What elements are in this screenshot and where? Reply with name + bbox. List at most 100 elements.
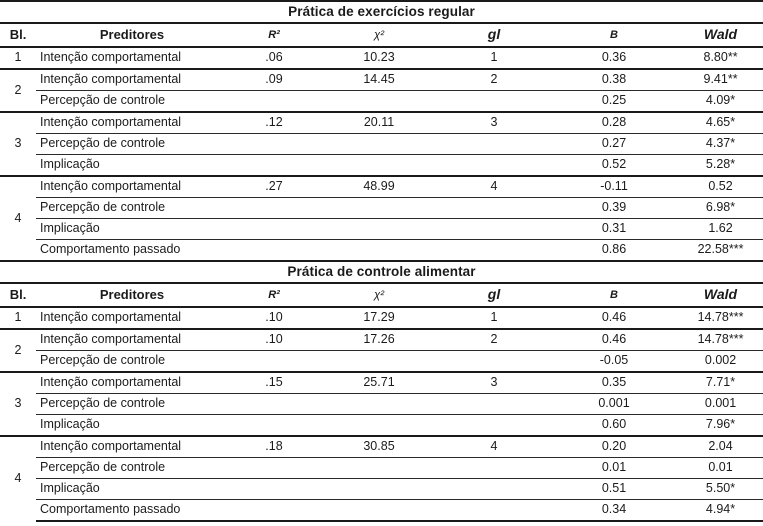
table-row: 1 Intenção comportamental .10 17.29 1 0.46 14.… xyxy=(0,306,763,329)
col-header-b: B xyxy=(550,23,678,48)
r2-cell xyxy=(228,457,320,479)
wald-cell: 1.62 xyxy=(678,218,763,240)
r2-cell: .18 xyxy=(228,435,320,458)
predictor-cell: Implicação xyxy=(36,414,228,436)
section-title: Prática de exercícios regular xyxy=(0,0,763,24)
predictor-cell: Intenção comportamental xyxy=(36,68,228,91)
b-cell: 0.60 xyxy=(550,414,678,436)
r2-cell: .10 xyxy=(228,306,320,329)
b-cell: 0.01 xyxy=(550,457,678,479)
table-row: Comportamento passado 0.34 4.94* xyxy=(0,499,763,522)
col-header-chi2: χ² xyxy=(320,283,438,308)
table-row: Implicação 0.60 7.96* xyxy=(0,414,763,436)
wald-cell: 4.37* xyxy=(678,133,763,155)
predictor-cell: Intenção comportamental xyxy=(36,46,228,69)
col-header-wald: Wald xyxy=(678,23,763,48)
wald-cell: 4.65* xyxy=(678,111,763,134)
table-row: Implicação 0.31 1.62 xyxy=(0,218,763,240)
b-cell: 0.39 xyxy=(550,197,678,219)
wald-cell: 4.94* xyxy=(678,499,763,522)
wald-cell: 0.01 xyxy=(678,457,763,479)
gl-cell: 3 xyxy=(438,371,550,394)
wald-cell: 0.52 xyxy=(678,175,763,198)
gl-cell xyxy=(438,154,550,176)
bl-cell: 2 xyxy=(0,68,36,112)
column-header-row: Bl. Preditores R² χ² gl B Wald xyxy=(0,283,763,308)
predictor-cell: Percepção de controle xyxy=(36,393,228,415)
chi2-cell xyxy=(320,154,438,176)
r2-cell xyxy=(228,90,320,112)
table-row: 4 Intenção comportamental .18 30.85 4 0.20 2.0… xyxy=(0,435,763,521)
section-title-row: Prática de controle alimentar xyxy=(0,260,763,284)
chi2-cell xyxy=(320,499,438,522)
r2-cell xyxy=(228,414,320,436)
gl-cell: 3 xyxy=(438,111,550,134)
wald-cell: 14.78*** xyxy=(678,328,763,351)
gl-cell xyxy=(438,197,550,219)
r2-cell xyxy=(228,197,320,219)
predictor-cell: Intenção comportamental xyxy=(36,435,228,458)
r2-cell xyxy=(228,239,320,261)
predictor-cell: Implicação xyxy=(36,478,228,500)
wald-cell: 6.98* xyxy=(678,197,763,219)
bl-cell: 4 xyxy=(0,435,36,521)
table-row: Comportamento passado 0.86 22.58*** xyxy=(0,239,763,261)
chi2-cell xyxy=(320,197,438,219)
wald-cell: 0.002 xyxy=(678,350,763,372)
wald-cell: 22.58*** xyxy=(678,239,763,261)
wald-cell: 14.78*** xyxy=(678,306,763,329)
b-cell: 0.31 xyxy=(550,218,678,240)
table-row: Percepção de controle 0.27 4.37* xyxy=(0,133,763,155)
gl-cell xyxy=(438,350,550,372)
r2-cell xyxy=(228,133,320,155)
bl-cell: 1 xyxy=(0,46,36,69)
section-title-row: Prática de exercícios regular xyxy=(0,0,763,24)
table-row: Implicação 0.51 5.50* xyxy=(0,478,763,500)
table-row: 3 Intenção comportamental .15 25.71 3 0.35 7.7… xyxy=(0,371,763,436)
b-cell: -0.05 xyxy=(550,350,678,372)
table-row: 2 Intenção comportamental .09 14.45 2 0.38 9.4… xyxy=(0,68,763,112)
table-row: Percepção de controle 0.39 6.98* xyxy=(0,197,763,219)
col-header-bl: Bl. xyxy=(0,23,36,48)
predictor-cell: Implicação xyxy=(36,154,228,176)
col-header-wald: Wald xyxy=(678,283,763,308)
gl-cell xyxy=(438,90,550,112)
gl-cell: 1 xyxy=(438,306,550,329)
chi2-cell: 17.26 xyxy=(320,328,438,351)
b-cell: 0.35 xyxy=(550,371,678,394)
wald-cell: 4.09* xyxy=(678,90,763,112)
b-cell: 0.25 xyxy=(550,90,678,112)
b-cell: 0.46 xyxy=(550,328,678,351)
predictor-cell: Comportamento passado xyxy=(36,239,228,261)
b-cell: 0.38 xyxy=(550,68,678,91)
chi2-cell: 10.23 xyxy=(320,46,438,69)
chi2-cell xyxy=(320,393,438,415)
wald-cell: 8.80** xyxy=(678,46,763,69)
r2-cell xyxy=(228,499,320,522)
gl-cell: 4 xyxy=(438,175,550,198)
section-title: Prática de controle alimentar xyxy=(0,260,763,284)
chi2-cell: 20.11 xyxy=(320,111,438,134)
predictor-cell: Intenção comportamental xyxy=(36,371,228,394)
b-cell: 0.52 xyxy=(550,154,678,176)
b-cell: 0.001 xyxy=(550,393,678,415)
col-header-preditores: Preditores xyxy=(36,23,228,48)
col-header-r2: R² xyxy=(228,283,320,308)
gl-cell xyxy=(438,478,550,500)
chi2-cell: 48.99 xyxy=(320,175,438,198)
gl-cell xyxy=(438,499,550,522)
chi2-cell xyxy=(320,239,438,261)
gl-cell: 2 xyxy=(438,328,550,351)
bl-cell: 2 xyxy=(0,328,36,372)
gl-cell xyxy=(438,133,550,155)
r2-cell: .27 xyxy=(228,175,320,198)
chi2-cell: 14.45 xyxy=(320,68,438,91)
chi2-cell: 30.85 xyxy=(320,435,438,458)
gl-cell xyxy=(438,457,550,479)
wald-cell: 5.50* xyxy=(678,478,763,500)
gl-cell: 1 xyxy=(438,46,550,69)
wald-cell: 5.28* xyxy=(678,154,763,176)
chi2-cell: 25.71 xyxy=(320,371,438,394)
b-cell: 0.20 xyxy=(550,435,678,458)
